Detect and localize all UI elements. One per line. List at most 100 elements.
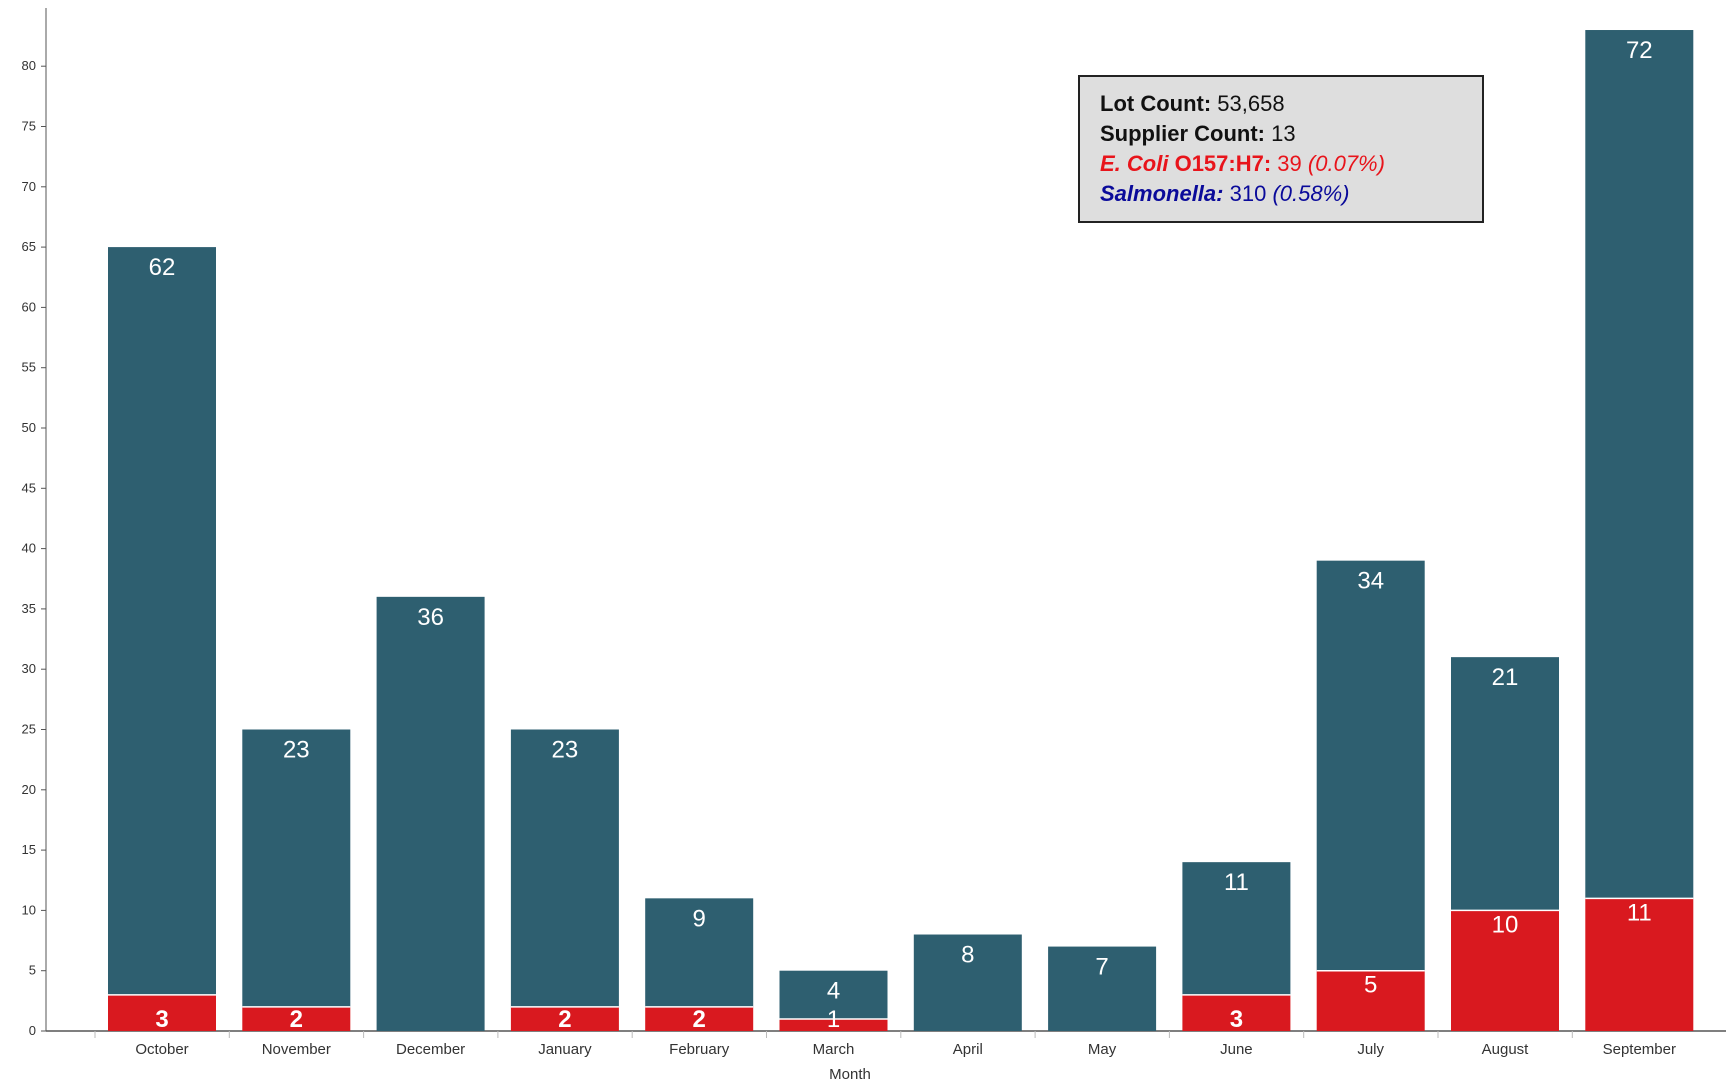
y-tick-label: 35 [22, 601, 36, 616]
bar-value-label: 7 [1095, 954, 1108, 981]
bar-group: 34 5 [1316, 560, 1425, 1031]
y-tick-label: 50 [22, 420, 36, 435]
x-tick-label: August [1482, 1041, 1530, 1058]
salmonella-percent: (0.58%) [1272, 181, 1350, 206]
lot-count-label: Lot Count: [1100, 91, 1212, 116]
x-tick-label: November [262, 1041, 331, 1058]
bar-value-label-ecoli: 3 [1230, 1006, 1243, 1033]
lot-count-value: 53,658 [1217, 91, 1285, 116]
x-tick-label: June [1220, 1041, 1253, 1058]
salmonella-value: 310 [1229, 181, 1267, 206]
x-tick-label: January [538, 1041, 592, 1058]
y-tick-label: 70 [22, 179, 36, 194]
bar-value-label-ecoli: 10 [1492, 911, 1519, 938]
y-tick-label: 75 [22, 119, 36, 134]
bar-value-label: 9 [693, 905, 706, 932]
bar-value-label: 62 [149, 254, 176, 281]
bar-group: 7 [1048, 946, 1157, 1031]
bar-segment-other [779, 970, 888, 1019]
bar-segment-ecoli [1182, 994, 1291, 1031]
bar-group: 8 [913, 934, 1022, 1031]
bar-segment-ecoli [108, 994, 216, 1031]
salmonella-line: Salmonella: 310 (0.58%) [1100, 179, 1462, 209]
supplier-count-line: Supplier Count: 13 [1100, 119, 1462, 149]
bar-segment-ecoli [510, 1006, 619, 1031]
y-tick-label: 15 [22, 842, 36, 857]
y-axis: 0 5 10 15 20 25 30 35 40 45 50 55 60 65 70 75 80 [22, 8, 47, 1038]
ecoli-label-italic: E. Coli [1100, 151, 1169, 176]
x-axis-title: Month [829, 1066, 871, 1083]
bar-segment-other [510, 729, 619, 1007]
ecoli-label-rest: O157:H7: [1174, 151, 1272, 176]
bar-segment-other [108, 247, 216, 995]
bar-segment-ecoli [1316, 970, 1425, 1031]
bar-segment-ecoli [242, 1006, 351, 1031]
x-tick-label: September [1603, 1041, 1676, 1058]
bar-value-label: 23 [552, 737, 579, 764]
bar-segment-other [376, 596, 485, 1031]
x-axis: October November December January February Ma… [46, 1030, 1726, 1058]
y-tick-label: 25 [22, 722, 36, 737]
bar-value-label: 23 [283, 737, 310, 764]
y-tick-label: 10 [22, 902, 36, 917]
y-tick-label: 5 [29, 963, 36, 978]
ecoli-percent: (0.07%) [1307, 151, 1385, 176]
bar-segment-ecoli [1451, 910, 1559, 1031]
bar-segment-other [1182, 862, 1291, 995]
bar-value-label-ecoli: 2 [558, 1006, 571, 1033]
ecoli-line: E. Coli O157:H7: 39 (0.07%) [1100, 149, 1462, 179]
bar-value-label-ecoli: 1 [827, 1006, 840, 1033]
x-tick-label: December [396, 1041, 465, 1058]
salmonella-label: Salmonella: [1100, 181, 1224, 206]
lot-count-line: Lot Count: 53,658 [1100, 89, 1462, 119]
x-tick-label: October [135, 1041, 188, 1058]
bar-value-label: 36 [417, 604, 444, 631]
y-tick-label: 0 [29, 1023, 36, 1038]
y-tick-label: 65 [22, 239, 36, 254]
bar-segment-other [242, 729, 351, 1007]
bar-group: 11 3 [1182, 862, 1291, 1033]
bar-segment-other [913, 934, 1022, 1031]
x-tick-label: July [1357, 1041, 1384, 1058]
supplier-count-label: Supplier Count: [1100, 121, 1265, 146]
y-tick-label: 80 [22, 58, 36, 73]
bar-value-label: 11 [1224, 869, 1249, 896]
y-tick-label: 60 [22, 299, 36, 314]
bar-segment-ecoli [779, 1018, 888, 1031]
bar-value-label: 8 [961, 942, 974, 969]
bar-segment-other [1048, 946, 1157, 1031]
x-tick-label: May [1088, 1041, 1117, 1058]
y-tick-label: 30 [22, 661, 36, 676]
bar-value-label: 34 [1357, 568, 1384, 595]
bar-segment-other [1585, 30, 1694, 899]
y-tick-label: 40 [22, 541, 36, 556]
bar-value-label-ecoli: 11 [1627, 899, 1652, 926]
bar-value-label-ecoli: 5 [1364, 972, 1377, 999]
bar-group: 62 3 [108, 247, 216, 1033]
bar-group: 41 [779, 970, 888, 1033]
bar-value-label: 21 [1492, 664, 1519, 691]
bar-group: 72 11 [1585, 30, 1694, 1031]
bar-group: 23 2 [242, 729, 351, 1033]
supplier-count-value: 13 [1271, 121, 1296, 146]
bar-value-label-ecoli: 3 [155, 1006, 168, 1033]
x-tick-label: March [813, 1041, 855, 1058]
x-tick-label: February [669, 1041, 730, 1058]
bar-value-label: 72 [1626, 37, 1653, 64]
y-tick-label: 20 [22, 782, 36, 797]
bar-group: 92 [645, 898, 754, 1033]
bar-segment-other [1451, 657, 1559, 911]
bar-segment-other [645, 898, 754, 1007]
bar-segment-ecoli [1585, 898, 1694, 1031]
bar-group: 36 [376, 596, 485, 1031]
bar-segment-ecoli [645, 1006, 754, 1031]
bar-value-label-ecoli: 2 [290, 1006, 303, 1033]
ecoli-value: 39 [1277, 151, 1302, 176]
bar-group: 23 2 [510, 729, 619, 1033]
summary-box: Lot Count: 53,658 Supplier Count: 13 E. … [1078, 75, 1484, 223]
bar-value-label-ecoli: 2 [693, 1006, 706, 1033]
bar-segment-other [1316, 560, 1425, 971]
bar-value-label: 4 [827, 978, 840, 1005]
